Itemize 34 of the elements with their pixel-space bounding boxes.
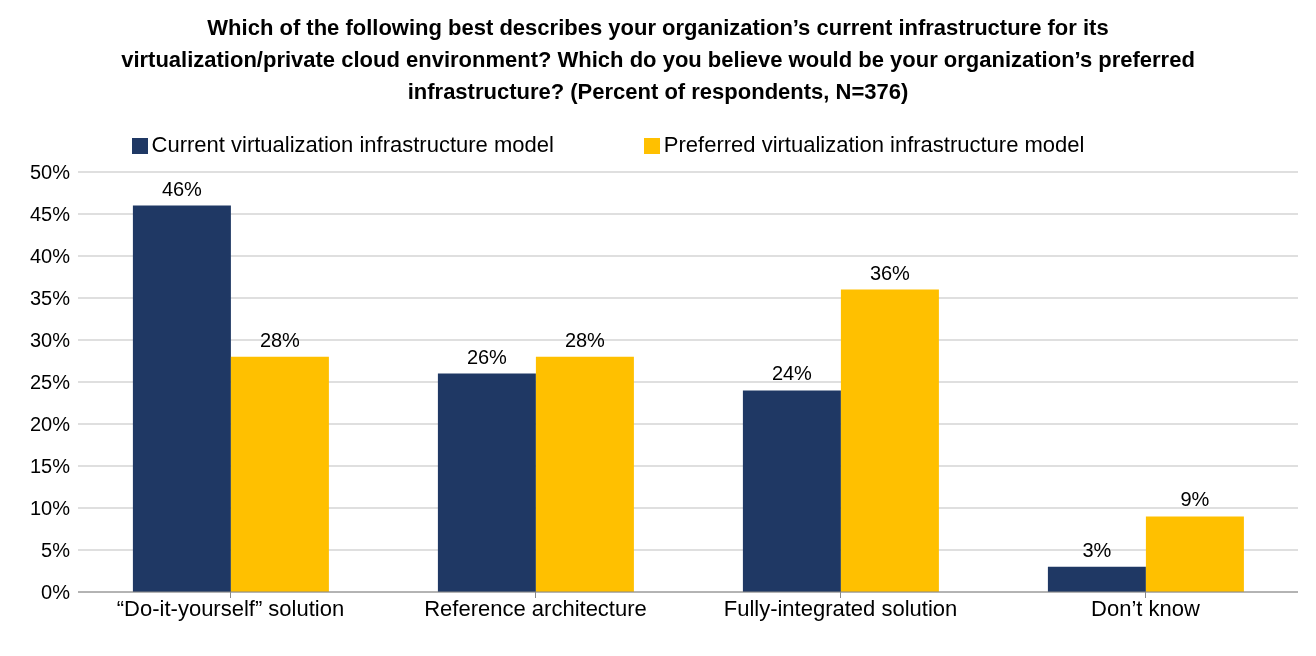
- data-label: 28%: [564, 328, 606, 351]
- legend-label: Current virtualization infrastructure model: [151, 132, 554, 157]
- bar: [1145, 516, 1244, 592]
- data-label: 9%: [1180, 488, 1210, 511]
- x-tick-label: “Do-it-yourself” solution: [116, 595, 345, 621]
- y-tick-label: 10%: [29, 497, 71, 520]
- y-tick-label: 45%: [29, 203, 71, 226]
- bar: [1047, 566, 1146, 592]
- data-label: 28%: [259, 328, 301, 351]
- legend-label: Preferred virtualization infrastructure model: [663, 132, 1085, 157]
- data-label: 46%: [161, 177, 203, 200]
- data-label: 26%: [466, 345, 508, 368]
- bar: [840, 289, 939, 592]
- y-tick-label: 20%: [29, 413, 71, 436]
- bar: [742, 390, 841, 592]
- x-tick-label: Don’t know: [1091, 595, 1201, 621]
- y-tick-label: 15%: [29, 455, 71, 478]
- data-label: 3%: [1082, 538, 1112, 561]
- chart-title: Which of the following best describes your organization’s current infrastructure for its virtualization/private cloud environment? Which do you believe would be your organization’s preferred infrastructure? (Percent of respondents, N=376): [120, 14, 1196, 106]
- data-label: 36%: [869, 261, 911, 284]
- y-tick-label: 35%: [29, 287, 71, 310]
- y-tick-label: 40%: [29, 245, 71, 268]
- bar: [230, 356, 329, 592]
- y-tick-label: 25%: [29, 371, 71, 394]
- x-tick-label: Reference architecture: [424, 595, 647, 621]
- y-tick-label: 5%: [41, 539, 71, 562]
- x-tick-label: Fully-integrated solution: [723, 595, 958, 621]
- y-tick-label: 50%: [29, 161, 71, 184]
- data-label: 24%: [771, 362, 813, 385]
- bar: [535, 356, 634, 592]
- y-tick-label: 30%: [29, 329, 71, 352]
- y-tick-label: 0%: [41, 581, 71, 604]
- bar: [132, 205, 231, 592]
- bar: [437, 373, 536, 592]
